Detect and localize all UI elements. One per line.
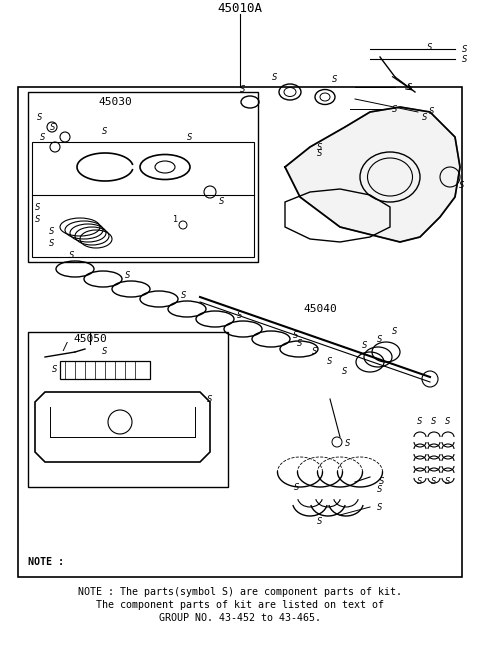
Text: S: S [379,478,384,486]
Text: S: S [312,348,318,357]
Text: S: S [272,72,278,81]
Text: S: S [50,122,56,131]
Text: S: S [187,133,192,141]
Text: S: S [377,334,383,344]
Text: S: S [219,198,225,206]
Text: S: S [429,108,435,116]
Text: NOTE :: NOTE : [28,557,64,567]
Text: S: S [317,150,323,158]
Polygon shape [285,107,460,242]
Text: The component parts of kit are listed on text of: The component parts of kit are listed on… [96,600,384,610]
Text: S: S [317,143,323,152]
Text: S: S [125,271,131,279]
Text: S: S [181,290,187,300]
Text: S: S [377,484,383,493]
Bar [60,361,150,379]
Text: S: S [49,227,55,237]
Text: S: S [36,214,41,223]
Text: S: S [462,45,468,53]
Text: S: S [408,83,413,91]
Text: NOTE : The parts(symbol S) are component parts of kit.: NOTE : The parts(symbol S) are component… [78,587,402,597]
Text: S: S [327,357,333,367]
Text: 45030: 45030 [98,97,132,107]
Text: 45040: 45040 [303,304,337,314]
Text: S: S [417,478,423,486]
Text: /: / [61,342,68,352]
Text: S: S [297,340,303,348]
Text: S: S [345,440,351,449]
Text: S: S [207,394,213,403]
Text: S: S [294,482,300,491]
Text: S: S [102,348,108,357]
Text: S: S [332,74,338,83]
Text: 45010A: 45010A [217,3,263,16]
Text: S: S [293,330,299,340]
Text: S: S [445,478,451,486]
Text: S: S [392,327,398,336]
Text: S: S [37,112,43,122]
Text: S: S [49,240,55,248]
Text: S: S [317,518,323,526]
Text: S: S [52,365,58,373]
Bar [28,332,228,487]
Text: S: S [427,43,432,51]
Text: S: S [462,55,468,64]
Text: S: S [392,104,398,114]
Text: S: S [459,181,465,189]
Text: S: S [445,417,451,426]
Text: S: S [417,417,423,426]
Text: S: S [432,478,437,486]
Bar [32,142,254,257]
Text: S: S [377,503,383,512]
Text: S: S [102,127,108,137]
Text: S: S [40,133,46,141]
Text: 45050: 45050 [73,334,107,344]
Text: S: S [362,340,368,350]
Text: 1: 1 [172,215,178,225]
Text: S: S [36,202,41,212]
Text: S: S [237,311,243,319]
Bar [28,92,258,262]
Text: S: S [432,417,437,426]
Text: GROUP NO. 43-452 to 43-465.: GROUP NO. 43-452 to 43-465. [159,613,321,623]
Text: S: S [69,250,75,260]
Bar [18,87,462,577]
Text: S: S [240,85,246,95]
Text: S: S [422,112,428,122]
Text: S: S [342,367,348,376]
